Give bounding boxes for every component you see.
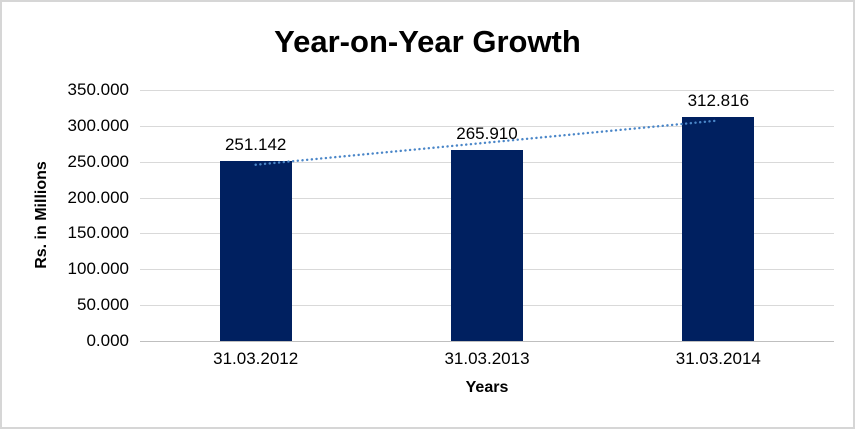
x-axis-line [140,341,834,342]
bar-value-label: 251.142 [224,134,287,154]
bar-slot: 312.816 [603,90,834,341]
x-axis-tick-labels: 31.03.2012 31.03.2013 31.03.2014 [140,349,834,369]
x-tick-label: 31.03.2014 [675,349,761,368]
x-axis-title: Years [465,379,509,396]
x-tick-label: 31.03.2013 [444,349,530,368]
y-tick-label: 200.000 [67,187,129,207]
bar [450,150,523,341]
y-tick-label: 250.000 [67,151,129,171]
plot-area: 251.142 265.910 312.816 [140,90,834,342]
bar-value-label: 265.910 [456,124,518,144]
y-tick-label: 0.000 [86,331,129,350]
bar [219,160,292,341]
x-tick-label: 31.03.2012 [213,349,299,368]
y-tick-label: 100.000 [67,259,129,279]
y-tick-label: 300.000 [67,115,129,135]
bar-slot: 265.910 [371,90,602,341]
y-tick-label: 350.000 [67,80,129,99]
bar [682,116,755,341]
bar-series: 251.142 265.910 312.816 [140,90,834,341]
gridline [140,90,834,91]
chart-title: Year-on-Year Growth [274,24,581,59]
bar-slot: 251.142 [140,90,371,341]
y-axis-tick-labels: 350.000 300.000 250.000 200.000 150.000 100.0… [2,80,129,350]
bar-value-label: 312.816 [687,90,750,110]
y-tick-label: 150.000 [67,223,129,243]
y-tick-label: 50.000 [77,295,129,315]
